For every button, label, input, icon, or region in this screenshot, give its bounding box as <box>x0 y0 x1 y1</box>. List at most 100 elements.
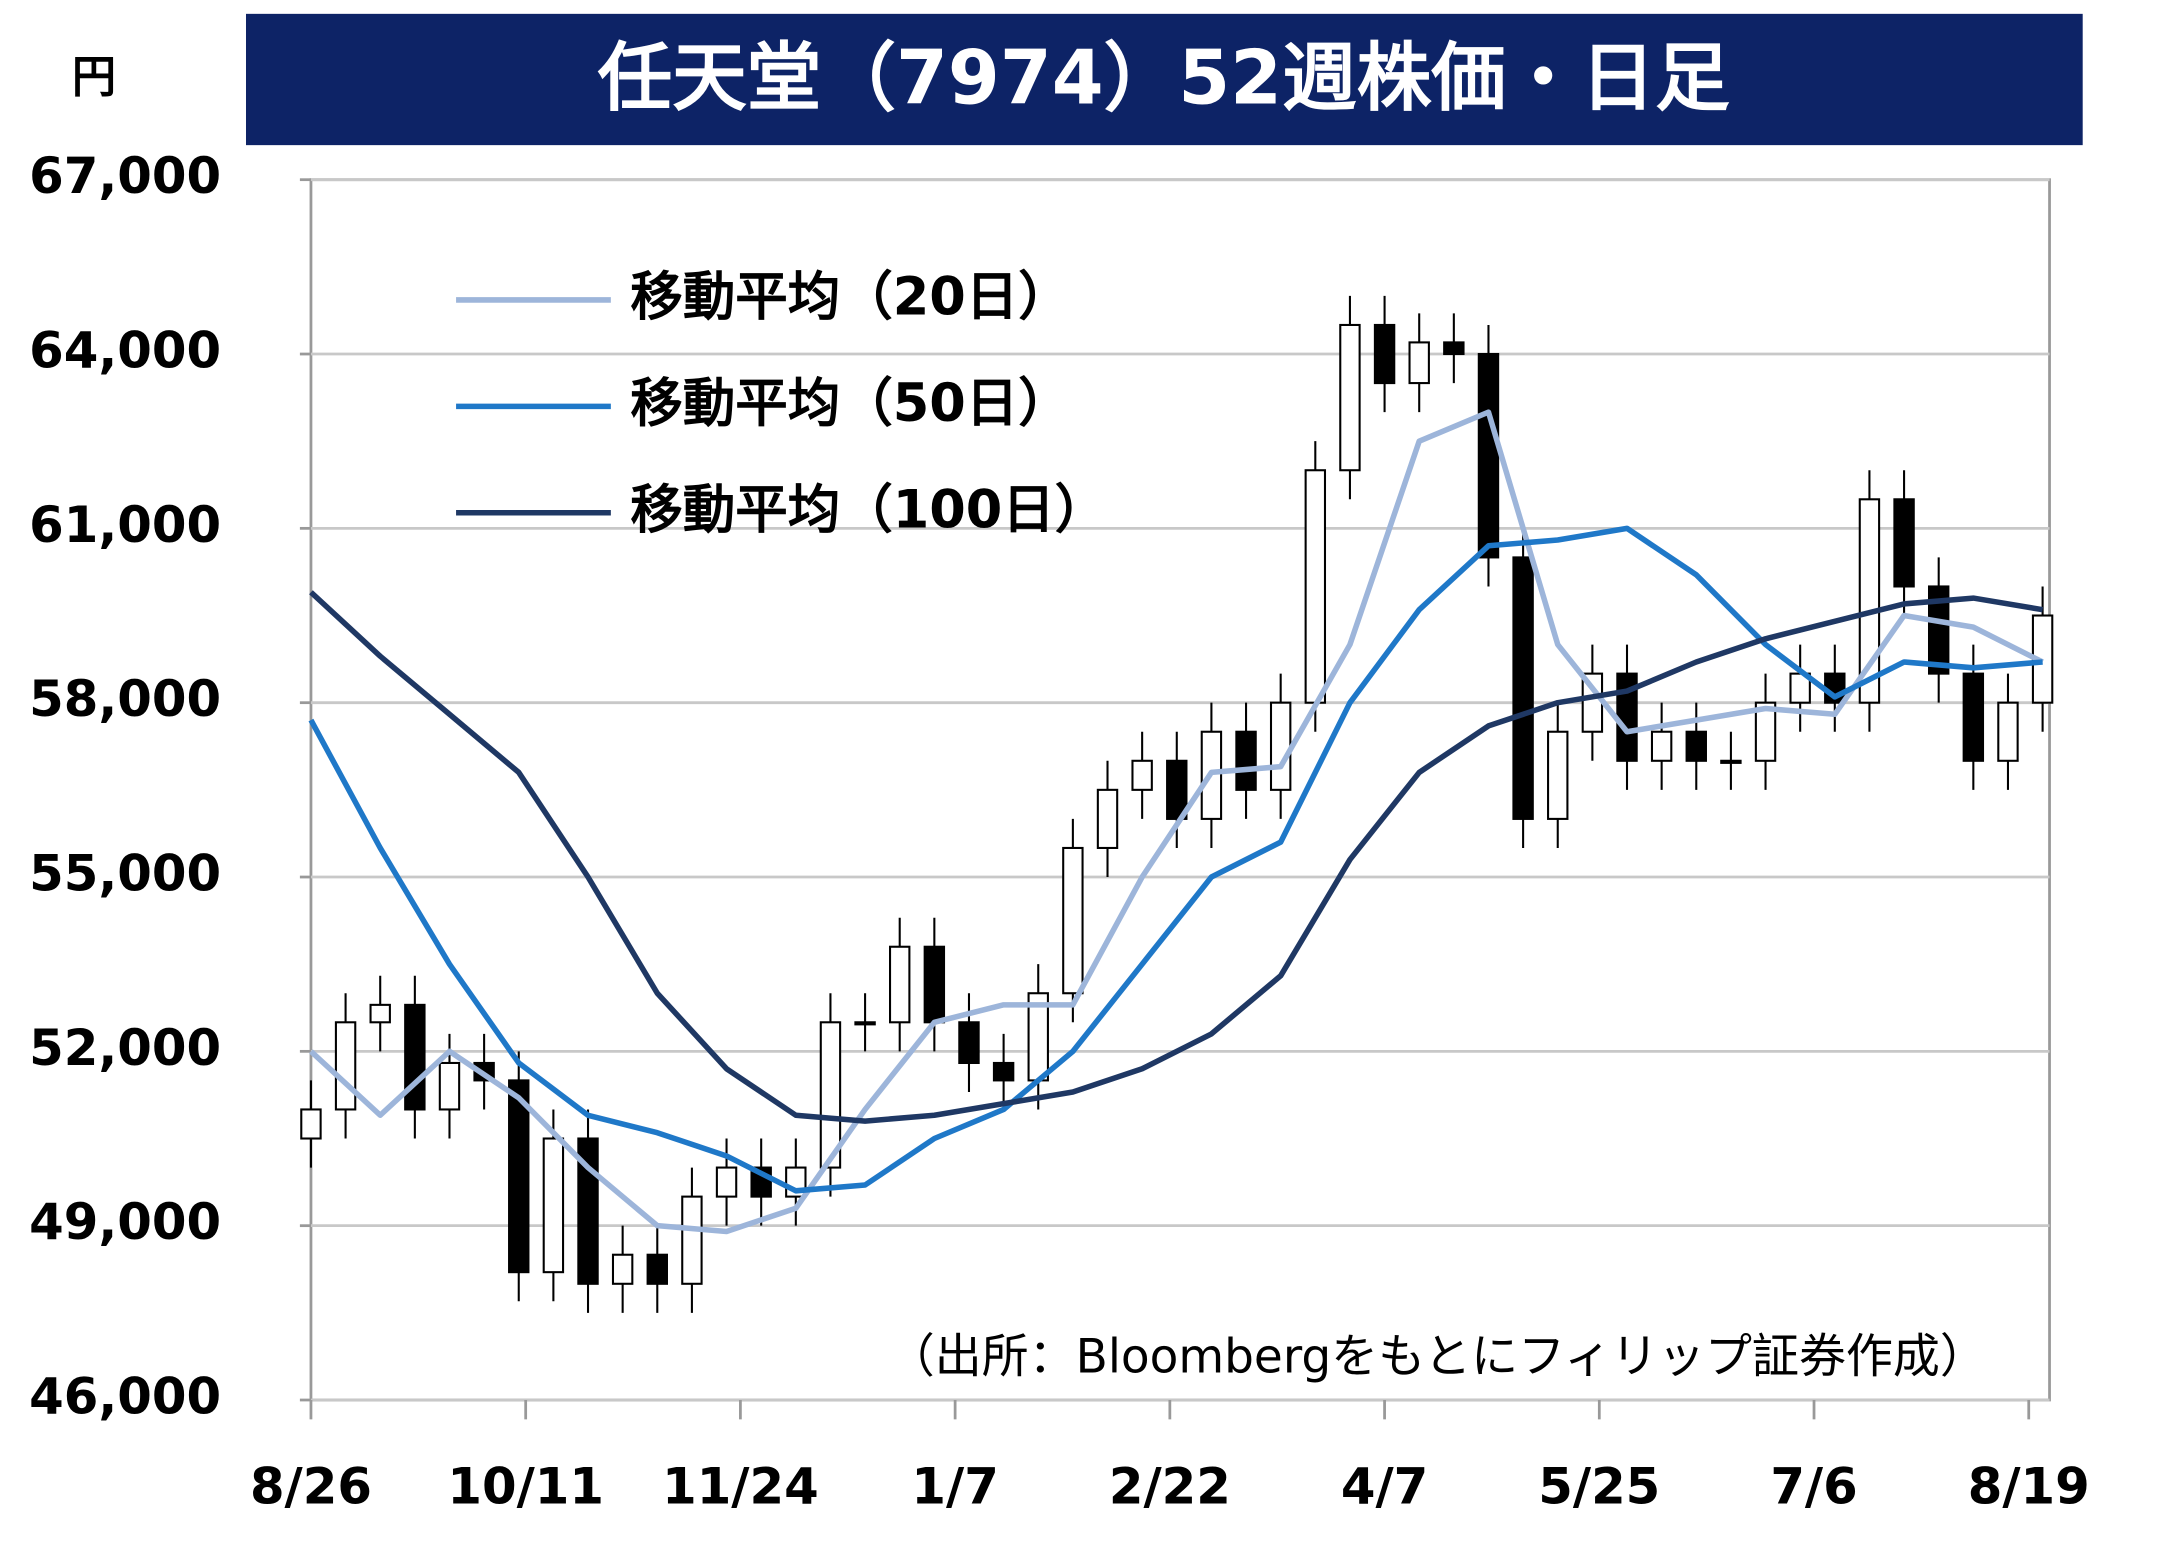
candle-body <box>1062 846 1084 995</box>
candle-body <box>854 1021 876 1026</box>
candle-body <box>1858 498 1881 704</box>
candle <box>1477 324 1500 587</box>
candle-body <box>715 1166 738 1198</box>
candle-body <box>1754 701 1777 762</box>
candle-body <box>1443 341 1465 356</box>
y-axis-label: 円 <box>72 52 116 103</box>
candle-body <box>646 1253 668 1285</box>
candle-body <box>542 1137 565 1274</box>
candle-body <box>992 1061 1015 1082</box>
x-tick-label: 11/24 <box>662 1457 819 1515</box>
x-tick-label: 2/22 <box>1109 1457 1231 1515</box>
candle-body <box>300 1108 322 1140</box>
x-tick-label: 10/11 <box>447 1457 604 1515</box>
candle <box>1858 470 1881 732</box>
candle-body <box>1339 323 1361 472</box>
candle <box>1581 644 1604 761</box>
candle-body <box>1512 556 1534 820</box>
x-tick-label: 8/26 <box>250 1457 372 1515</box>
candle <box>1096 760 1119 878</box>
candle <box>1789 644 1811 732</box>
candle-body <box>819 1021 842 1169</box>
candle-body <box>438 1061 461 1111</box>
candle <box>508 1051 530 1302</box>
candle <box>542 1109 565 1302</box>
legend-label: 移動平均（50日） <box>630 373 1071 434</box>
candle-body <box>1893 498 1915 588</box>
candle-body <box>611 1253 634 1285</box>
candle <box>992 1033 1015 1110</box>
candle-body <box>1373 323 1396 385</box>
candle-body <box>1166 759 1188 820</box>
candle-body <box>923 945 946 1024</box>
y-tick-label: 61,000 <box>29 496 221 554</box>
title-box <box>245 13 2083 146</box>
candle-body <box>508 1079 530 1274</box>
candle <box>1754 673 1777 790</box>
candle <box>1062 818 1084 1023</box>
candle <box>889 917 911 1052</box>
candle <box>1235 702 1257 819</box>
candle-body <box>1235 730 1257 791</box>
candle-body <box>404 1003 426 1111</box>
candle <box>1373 295 1396 413</box>
candle <box>1720 731 1742 790</box>
candle-body <box>1720 759 1742 764</box>
x-tick-label: 5/25 <box>1538 1457 1660 1515</box>
y-tick-label: 49,000 <box>29 1193 221 1251</box>
x-tick-label: 1/7 <box>911 1457 998 1515</box>
y-tick-label: 55,000 <box>29 845 221 903</box>
candle <box>1824 644 1846 732</box>
ma-line <box>308 525 2043 1194</box>
candle <box>750 1138 772 1226</box>
x-tick-label: 4/7 <box>1341 1457 1428 1515</box>
candle <box>958 993 980 1093</box>
candle <box>1512 528 1534 848</box>
candle <box>334 993 357 1139</box>
candle <box>1443 313 1465 384</box>
candle <box>1269 673 1292 819</box>
ma-line <box>309 409 2044 1235</box>
candle <box>611 1225 634 1313</box>
candle <box>369 975 391 1052</box>
x-tick-label: 7/6 <box>1770 1457 1857 1515</box>
candle-body <box>1650 730 1673 762</box>
candle-body <box>334 1021 357 1111</box>
y-tick-label: 67,000 <box>29 147 221 205</box>
candle <box>681 1167 703 1313</box>
y-tick-label: 46,000 <box>29 1368 221 1426</box>
candle-body <box>1547 730 1569 820</box>
legend-label: 移動平均（20日） <box>630 267 1071 328</box>
candle-body <box>958 1021 980 1065</box>
y-tick-label: 64,000 <box>29 322 221 380</box>
chart-title: 任天堂（7974）52週株価・日足 <box>598 34 1731 121</box>
candle <box>1408 313 1430 413</box>
candle <box>404 975 426 1139</box>
candle <box>1339 295 1361 500</box>
candle-body <box>1269 701 1292 791</box>
candle-body <box>1997 701 2019 762</box>
candle-body <box>1477 352 1500 559</box>
legend-label: 移動平均（100日） <box>630 479 1107 540</box>
candle <box>1616 644 1638 790</box>
candle-body <box>889 945 911 1024</box>
candle <box>646 1225 668 1313</box>
candle <box>1685 702 1707 790</box>
candle-body <box>1685 730 1707 762</box>
candle <box>923 917 946 1052</box>
candle-body <box>1408 341 1430 385</box>
candle <box>1304 441 1327 732</box>
x-tick-label: 8/19 <box>1968 1457 2090 1515</box>
candle <box>1547 702 1569 848</box>
candle-body <box>1962 672 1985 762</box>
candle-body <box>1304 469 1327 704</box>
candle-body <box>369 1003 391 1024</box>
candle <box>1997 673 2019 790</box>
candle <box>1650 702 1673 790</box>
candle-body <box>1131 759 1153 791</box>
candle-body <box>681 1195 703 1285</box>
candle <box>854 993 876 1052</box>
candle <box>1131 731 1153 819</box>
candle <box>300 1080 322 1168</box>
